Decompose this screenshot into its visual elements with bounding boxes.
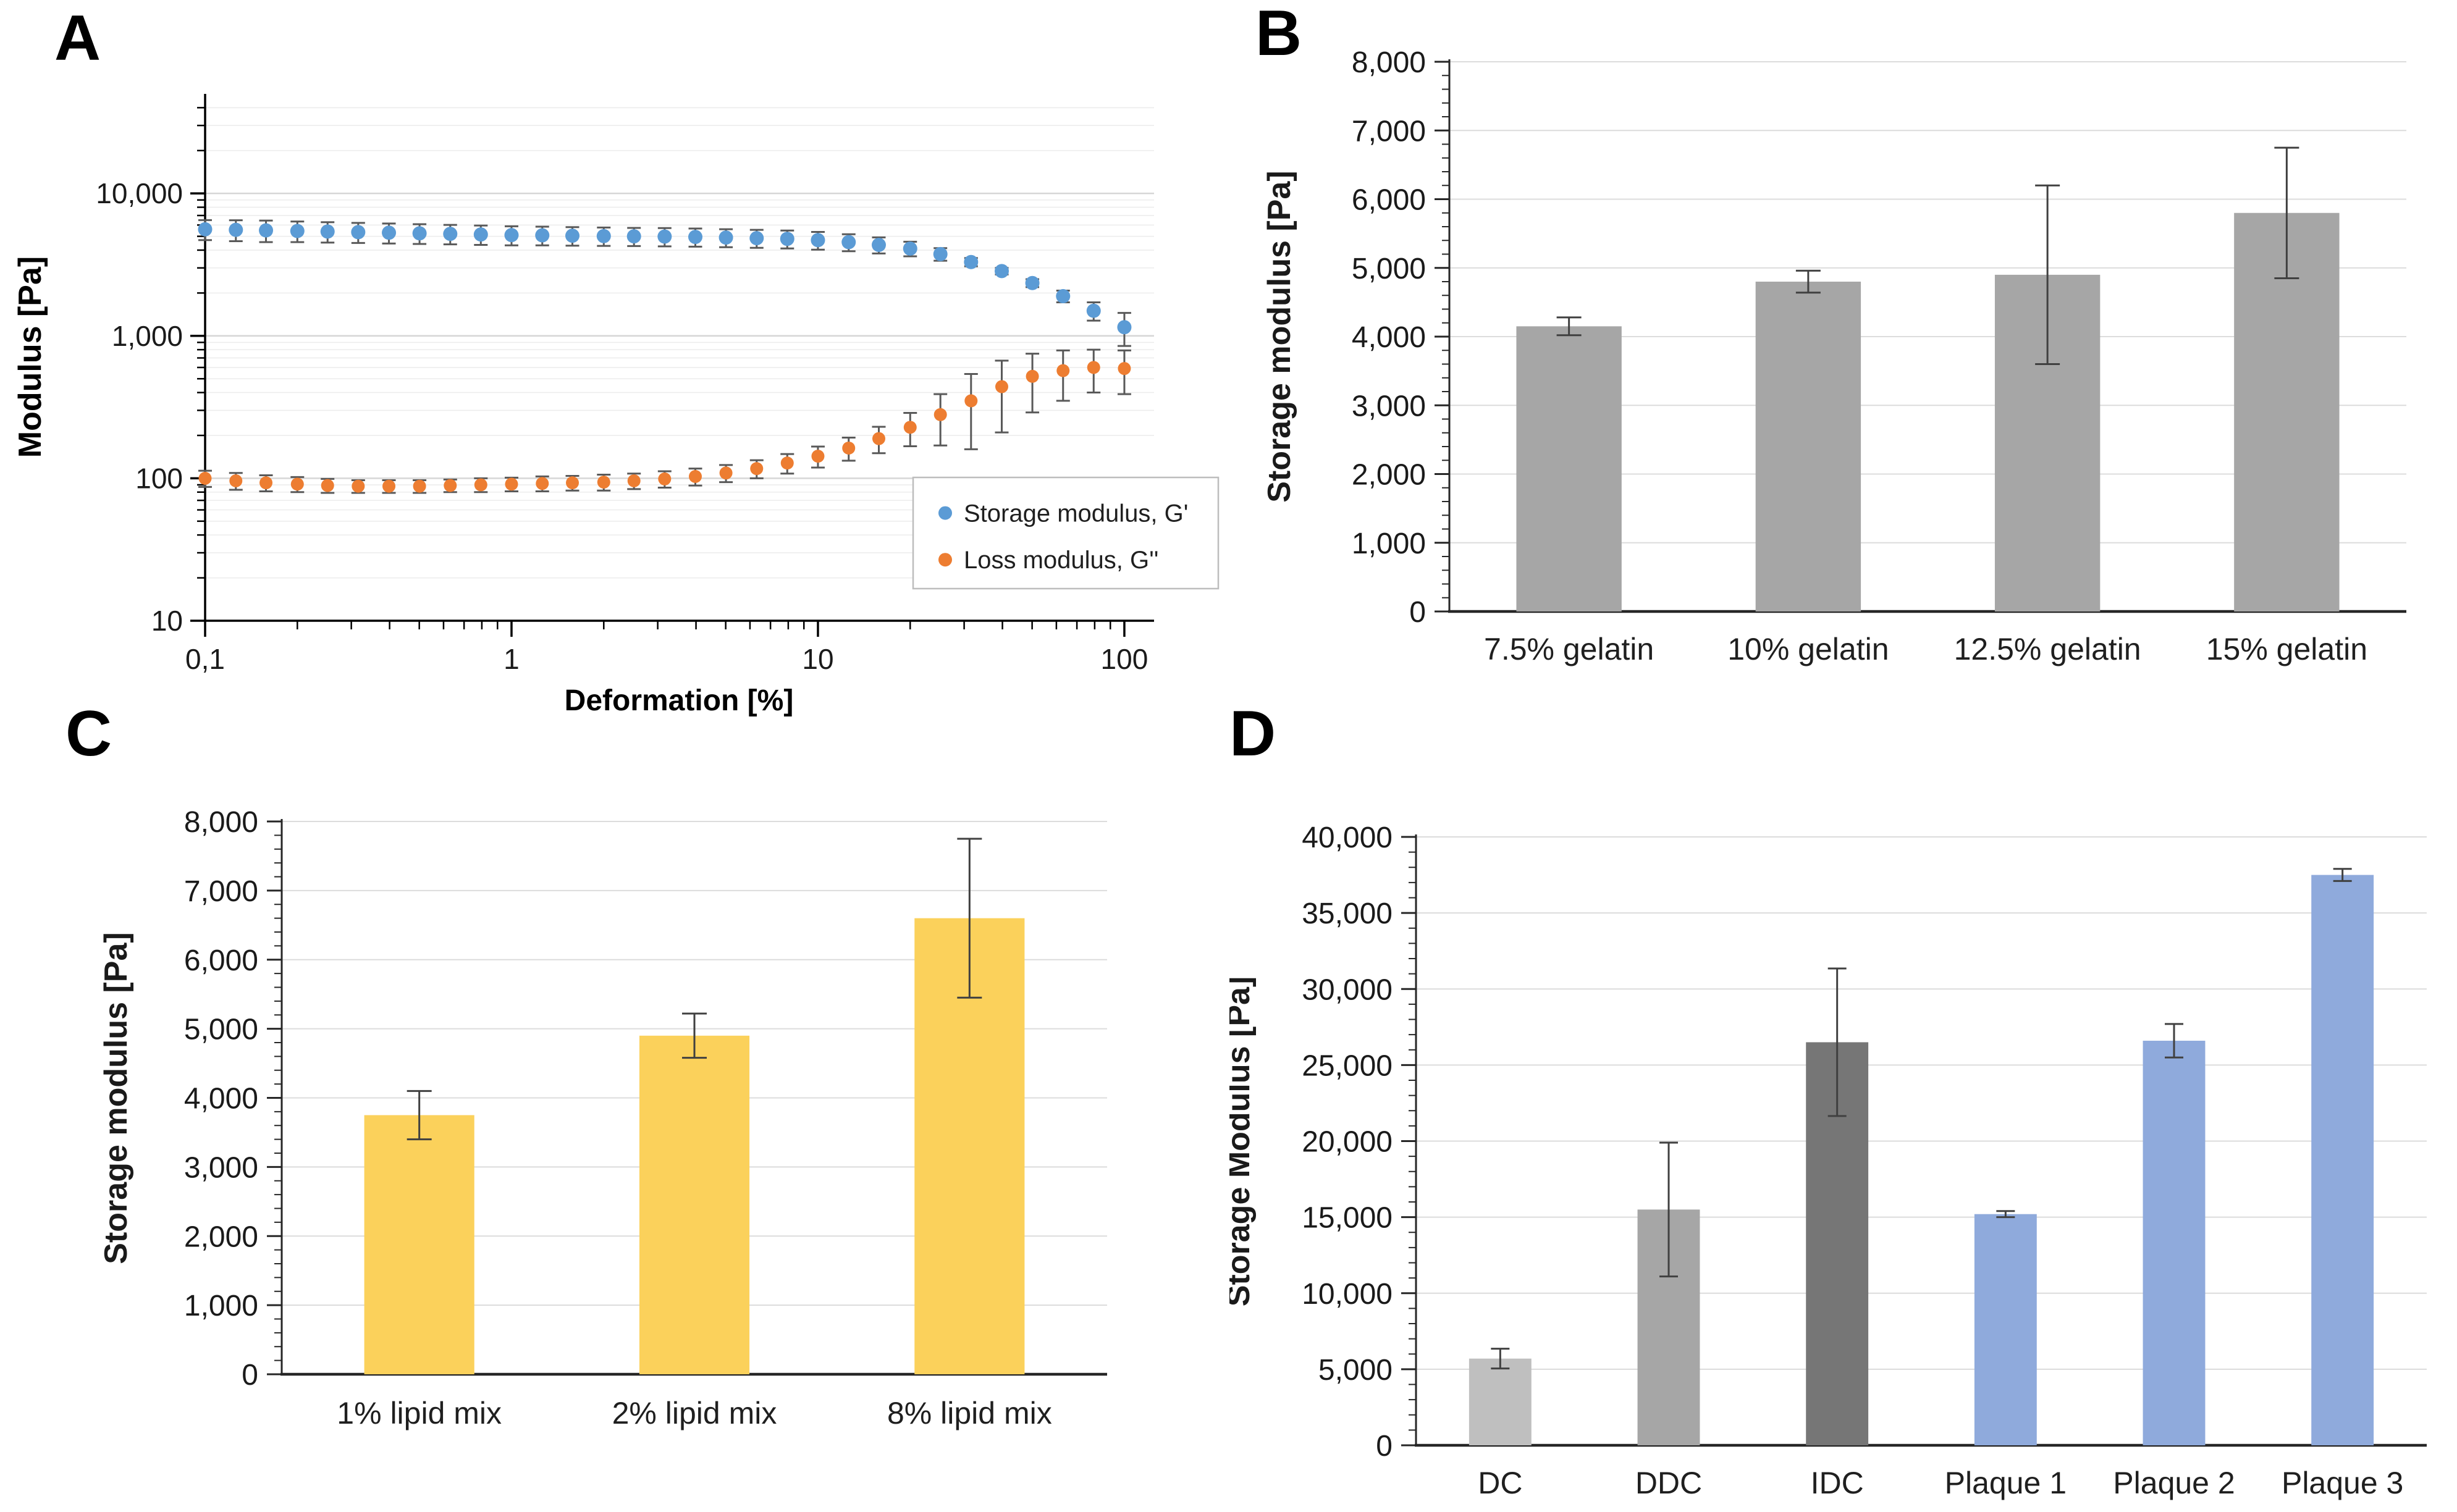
svg-text:Storage modulus, G': Storage modulus, G' bbox=[964, 500, 1188, 527]
axes: 0 1,000 2,000 3,000 4,000 5,000 6,000 7,000 8,00… bbox=[98, 806, 1107, 1392]
axes: 0 5,000 10,000 15,000 20,000 25,000 30,000 35,0… bbox=[1229, 821, 2427, 1463]
svg-text:0,1: 0,1 bbox=[185, 643, 225, 675]
bar-Plaque 1 bbox=[1974, 1214, 2037, 1445]
svg-text:0: 0 bbox=[1376, 1430, 1393, 1463]
svg-text:20,000: 20,000 bbox=[1302, 1126, 1393, 1159]
svg-text:4,000: 4,000 bbox=[184, 1083, 258, 1115]
svg-text:15% gelatin: 15% gelatin bbox=[2206, 632, 2367, 666]
svg-text:8,000: 8,000 bbox=[184, 806, 258, 839]
svg-text:10,000: 10,000 bbox=[1302, 1278, 1393, 1311]
svg-text:12.5% gelatin: 12.5% gelatin bbox=[1954, 632, 2141, 666]
svg-text:3,000: 3,000 bbox=[184, 1151, 258, 1184]
panel-c-lipid-bars: C 0 1,000 2,000 3,000 4,000 5,000 6,000 7,000 8,… bbox=[0, 698, 1229, 1512]
panel-d-letter: D bbox=[1229, 698, 1276, 770]
bar-10% gelatin bbox=[1755, 282, 1861, 611]
svg-text:10,000: 10,000 bbox=[96, 177, 183, 209]
svg-text:7,000: 7,000 bbox=[184, 875, 258, 908]
panel-a-chart: 10 100 1,000 10,000 0,1 1 10 100 Deformation [%]… bbox=[12, 94, 1220, 717]
panel-a-strain-sweep: A 10 100 1,000 10,000 0,1 1 10 100 Deformation [… bbox=[0, 0, 1229, 747]
svg-text:35,000: 35,000 bbox=[1302, 897, 1393, 930]
bar-DC bbox=[1469, 1358, 1532, 1445]
panel-d-chart: 0 5,000 10,000 15,000 20,000 25,000 30,000 35,0… bbox=[1229, 821, 2427, 1500]
svg-text:2% lipid mix: 2% lipid mix bbox=[612, 1396, 777, 1430]
gridlines bbox=[205, 107, 1154, 579]
svg-text:1,000: 1,000 bbox=[184, 1290, 258, 1322]
bars: 1% lipid mix 2% lipid mix 8% lipid mix bbox=[337, 838, 1052, 1430]
svg-text:5,000: 5,000 bbox=[184, 1014, 258, 1046]
svg-text:4,000: 4,000 bbox=[1352, 321, 1426, 354]
gridlines bbox=[1416, 836, 2427, 1370]
svg-text:Plaque 1: Plaque 1 bbox=[1945, 1466, 2067, 1500]
bars: 7.5% gelatin 10% gelatin 12.5% gelatin 15% … bbox=[1484, 146, 2367, 666]
svg-text:5,000: 5,000 bbox=[1352, 253, 1426, 285]
bar-15% gelatin bbox=[2234, 212, 2340, 611]
panel-b-chart: 0 1,000 2,000 3,000 4,000 5,000 6,000 7,000 8,00… bbox=[1262, 46, 2406, 666]
svg-text:1: 1 bbox=[504, 643, 520, 675]
series-loss-modulus bbox=[198, 348, 1131, 494]
svg-text:5,000: 5,000 bbox=[1318, 1354, 1393, 1387]
svg-text:30,000: 30,000 bbox=[1302, 973, 1393, 1006]
svg-text:7,000: 7,000 bbox=[1352, 115, 1426, 148]
bars: DC DDC IDC Plaque 1 Plaque 2 Plaque 3 bbox=[1469, 868, 2403, 1500]
svg-text:6,000: 6,000 bbox=[184, 944, 258, 977]
svg-text:1,000: 1,000 bbox=[112, 320, 183, 352]
svg-text:Loss modulus, G'': Loss modulus, G'' bbox=[964, 547, 1158, 574]
panel-a-letter: A bbox=[54, 2, 101, 74]
svg-text:6,000: 6,000 bbox=[1352, 184, 1426, 217]
svg-text:10: 10 bbox=[802, 643, 833, 675]
bar-Plaque 2 bbox=[2143, 1040, 2206, 1445]
svg-text:8,000: 8,000 bbox=[1352, 46, 1426, 79]
svg-text:Modulus [Pa]: Modulus [Pa] bbox=[12, 256, 48, 458]
svg-text:Plaque 3: Plaque 3 bbox=[2282, 1466, 2403, 1500]
svg-text:100: 100 bbox=[1101, 643, 1148, 675]
svg-text:40,000: 40,000 bbox=[1302, 821, 1393, 854]
legend: Storage modulus, G' Loss modulus, G'' bbox=[912, 476, 1220, 590]
axes: 0 1,000 2,000 3,000 4,000 5,000 6,000 7,000 8,00… bbox=[1262, 46, 2406, 629]
svg-text:25,000: 25,000 bbox=[1302, 1049, 1393, 1082]
svg-text:Storage modulus [Pa]: Storage modulus [Pa] bbox=[1262, 170, 1297, 502]
svg-text:1% lipid mix: 1% lipid mix bbox=[337, 1396, 502, 1430]
svg-text:15,000: 15,000 bbox=[1302, 1202, 1393, 1235]
series-storage-modulus bbox=[198, 219, 1132, 347]
svg-text:Deformation [%]: Deformation [%] bbox=[565, 684, 794, 717]
svg-text:3,000: 3,000 bbox=[1352, 390, 1426, 422]
svg-text:Storage modulus [Pa]: Storage modulus [Pa] bbox=[98, 932, 134, 1264]
svg-text:DDC: DDC bbox=[1635, 1466, 1702, 1500]
svg-text:Storage Modulus [Pa]: Storage Modulus [Pa] bbox=[1229, 976, 1257, 1306]
svg-text:IDC: IDC bbox=[1811, 1466, 1864, 1500]
panel-c-letter: C bbox=[65, 698, 112, 770]
bar-2% lipid mix bbox=[639, 1035, 750, 1374]
svg-text:10% gelatin: 10% gelatin bbox=[1727, 632, 1889, 666]
bar-1% lipid mix bbox=[364, 1115, 474, 1374]
svg-text:0: 0 bbox=[1409, 596, 1426, 629]
bar-7.5% gelatin bbox=[1516, 326, 1622, 611]
svg-text:2,000: 2,000 bbox=[1352, 459, 1426, 492]
svg-text:Plaque 2: Plaque 2 bbox=[2113, 1466, 2235, 1500]
svg-text:8% lipid mix: 8% lipid mix bbox=[887, 1396, 1052, 1430]
svg-text:100: 100 bbox=[135, 462, 183, 494]
panel-c-chart: 0 1,000 2,000 3,000 4,000 5,000 6,000 7,000 8,00… bbox=[98, 806, 1107, 1430]
svg-text:2,000: 2,000 bbox=[184, 1220, 258, 1253]
bar-Plaque 3 bbox=[2311, 875, 2374, 1445]
axes: 10 100 1,000 10,000 0,1 1 10 100 Deformation [%]… bbox=[12, 94, 1154, 717]
panel-d-plaque-bars: D 0 5,000 10,000 15,000 20,000 25,000 30,000 35… bbox=[1229, 698, 2457, 1512]
svg-text:0: 0 bbox=[242, 1359, 258, 1392]
svg-text:10: 10 bbox=[151, 605, 183, 637]
svg-text:1,000: 1,000 bbox=[1352, 527, 1426, 560]
panel-b-gelatin-bars: B 0 1,000 2,000 3,000 4,000 5,000 6,000 7,000 8,… bbox=[1229, 0, 2457, 747]
panel-b-letter: B bbox=[1255, 0, 1302, 69]
svg-text:7.5% gelatin: 7.5% gelatin bbox=[1484, 632, 1654, 666]
svg-text:DC: DC bbox=[1478, 1466, 1522, 1500]
